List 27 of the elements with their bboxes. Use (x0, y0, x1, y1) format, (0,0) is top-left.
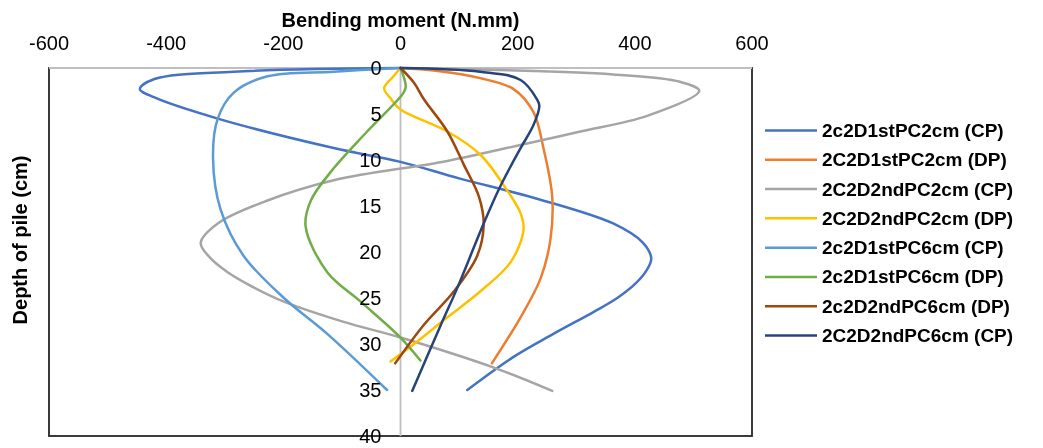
y-tick-label: 20 (359, 241, 382, 263)
legend-label: 2c2D2ndPC6cm (DP) (822, 295, 1010, 317)
legend-label: 2C2D1stPC2cm (DP) (822, 149, 1007, 171)
x-tick-label: 200 (500, 32, 535, 54)
line-series (399, 66, 541, 393)
legend-label: 2C2D2ndPC6cm (CP) (822, 325, 1014, 347)
x-tick-label: -400 (146, 32, 187, 54)
y-tick-label: 10 (359, 149, 382, 171)
line-series (393, 66, 485, 365)
x-tick-label: -600 (28, 32, 70, 54)
y-axis-title: Depth of pile (cm) (9, 155, 31, 325)
legend-label: 2c2D1stPC6cm (CP) (822, 237, 1004, 259)
x-tick-label: -200 (263, 32, 304, 54)
x-tick-label: 600 (735, 32, 769, 54)
x-axis-title: Bending moment (N.mm) (281, 9, 520, 31)
y-tick-label: 30 (359, 333, 382, 355)
line-series (382, 66, 525, 363)
legend-label: 2C2D2ndPC2cm (DP) (822, 207, 1014, 229)
legend-label: 2C2D2ndPC2cm (CP) (822, 178, 1014, 200)
y-tick-label: 5 (370, 103, 382, 125)
legend-label: 2c2D1stPC2cm (CP) (822, 119, 1004, 141)
y-tick-label: 25 (359, 287, 382, 309)
x-tick-label: 0 (394, 32, 407, 54)
y-tick-label: 35 (359, 379, 382, 401)
x-tick-label: 400 (618, 32, 652, 54)
legend-label: 2c2D1stPC6cm (DP) (822, 266, 1004, 288)
y-tick-label: 15 (359, 195, 382, 217)
